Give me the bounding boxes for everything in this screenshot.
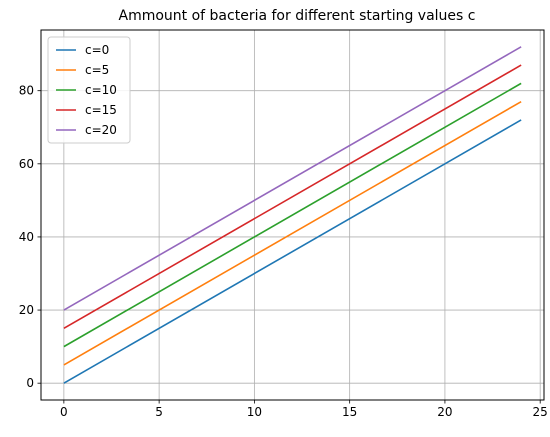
y-tick-label: 60 [19, 157, 34, 171]
tick-layer: 0 5 10 15 20 25 0 20 40 60 80 [19, 84, 548, 419]
legend-label: c=10 [85, 83, 117, 97]
legend-label: c=0 [85, 43, 109, 57]
series-line-c-5 [63, 100, 522, 366]
series-line-c-0 [63, 119, 522, 384]
series-line-c-20 [63, 46, 522, 311]
legend: c=0 c=5 c=10 c=15 c=20 [47, 36, 131, 144]
y-tick-label: 20 [19, 303, 34, 317]
series-line-c-10 [63, 82, 522, 348]
legend-label: c=15 [85, 103, 117, 117]
legend-label: c=20 [85, 123, 117, 137]
series-line-c-15 [63, 64, 522, 330]
plot-frame [40, 29, 545, 401]
y-tick-label: 0 [26, 376, 34, 390]
series-layer [63, 46, 522, 384]
x-tick-label: 20 [437, 405, 452, 419]
chart-title: Ammount of bacteria for different starti… [119, 8, 476, 24]
y-tick-label: 80 [19, 84, 34, 98]
x-tick-label: 25 [533, 405, 548, 419]
legend-label: c=5 [85, 63, 109, 77]
x-tick-label: 0 [60, 405, 68, 419]
x-tick-label: 10 [247, 405, 262, 419]
legend-box [47, 36, 131, 144]
x-tick-label: 5 [155, 405, 163, 419]
y-tick-label: 40 [19, 230, 34, 244]
x-tick-label: 15 [342, 405, 357, 419]
